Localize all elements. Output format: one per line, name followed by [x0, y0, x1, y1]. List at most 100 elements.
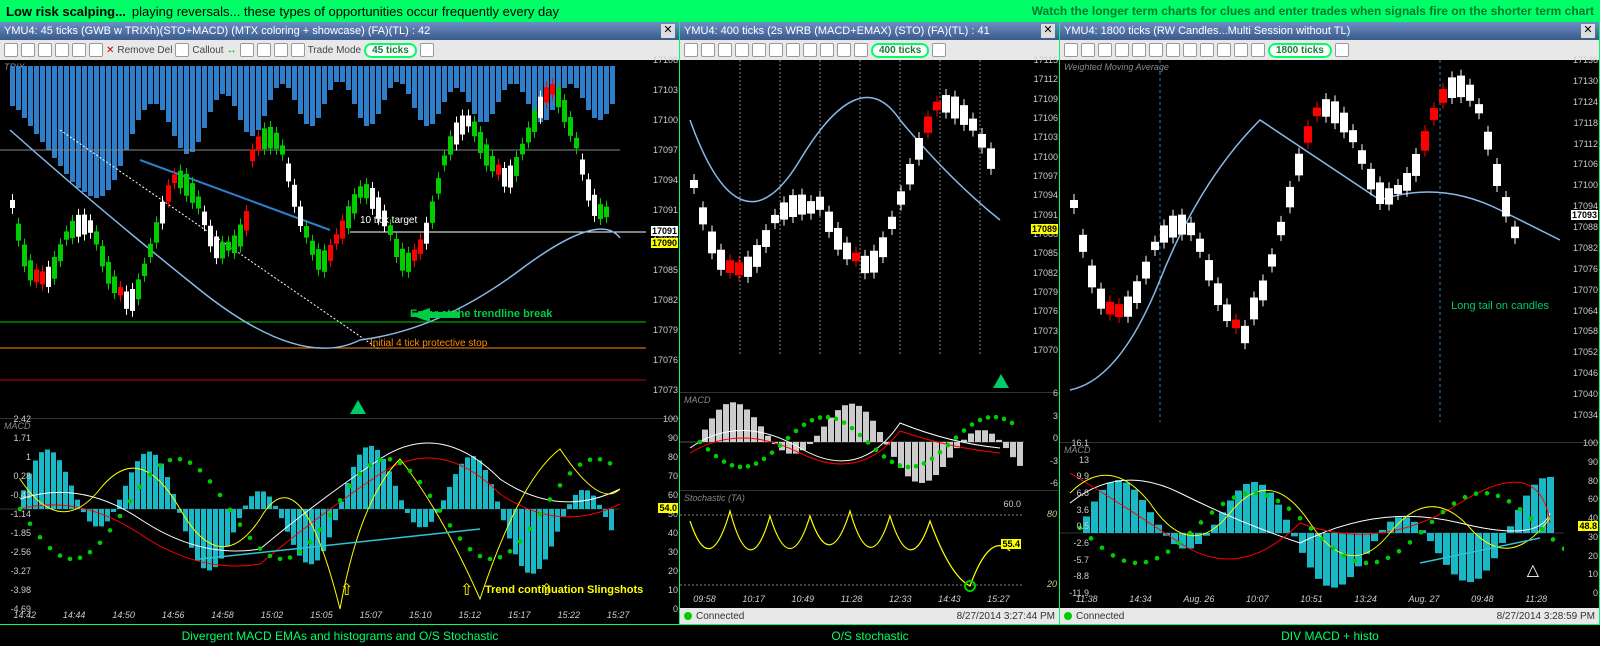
banner-title: Low risk scalping... — [6, 4, 126, 19]
panel-45-ticks: YMU4: 45 ticks (GWB w TRIXh)(STO+MACD) (… — [0, 22, 680, 624]
tool-icon[interactable] — [1115, 43, 1129, 57]
tool-icon[interactable] — [1335, 43, 1349, 57]
status-dot-icon — [684, 612, 692, 620]
panel-1800-ticks: YMU4: 1800 ticks (RW Candles...Multi Ses… — [1060, 22, 1600, 624]
macd-panel-3[interactable]: MACD △ 010203040608090100 -11.9-8.8-5.7-… — [1060, 442, 1599, 608]
panel-400-ticks: YMU4: 400 ticks (2s WRB (MACD+EMAX) (STO… — [680, 22, 1060, 624]
close-icon[interactable]: ✕ — [661, 24, 675, 38]
status-bar-3: Connected 8/27/2014 3:28:59 PM — [1060, 608, 1599, 624]
timestamp-3: 8/27/2014 3:28:59 PM — [1497, 611, 1595, 622]
y-scale-macd-2: -6-3036 — [1024, 393, 1058, 490]
tool-icon[interactable] — [786, 43, 800, 57]
price-svg-3 — [1060, 60, 1564, 422]
tool-icon[interactable] — [4, 43, 18, 57]
tool-icon[interactable] — [735, 43, 749, 57]
price-svg-1 — [0, 60, 646, 398]
tool-icon[interactable] — [1081, 43, 1095, 57]
title-bar-1: YMU4: 45 ticks (GWB w TRIXh)(STO+MACD) (… — [0, 22, 679, 40]
tool-icon[interactable] — [21, 43, 35, 57]
tool-icon[interactable] — [803, 43, 817, 57]
triangle-outline-icon — [1523, 424, 1539, 438]
banner-subtitle: playing reversals... these types of oppo… — [132, 4, 559, 19]
bottom-label-2: O/S stochastic — [680, 625, 1060, 646]
tool-icon[interactable] — [837, 43, 851, 57]
y-scale-3: 1703417040170461705217058170641707017076… — [1564, 60, 1598, 442]
bottom-label-3: DIV MACD + histo — [1060, 625, 1600, 646]
tool-icon[interactable] — [1183, 43, 1197, 57]
x-scale-3: 11:3814:34Aug. 2610:0710:5113:24Aug. 270… — [1060, 594, 1563, 606]
x-scale-2: 09:5810:1710:4911:2812:3314:4315:27 — [680, 594, 1023, 606]
tool-icon[interactable] — [718, 43, 732, 57]
tool-icon[interactable] — [1200, 43, 1214, 57]
tool-icon[interactable] — [1098, 43, 1112, 57]
tool-icon[interactable] — [89, 43, 103, 57]
tool-icon[interactable] — [1217, 43, 1231, 57]
tick-badge-1800[interactable]: 1800 ticks — [1268, 43, 1332, 58]
tick-badge-400[interactable]: 400 ticks — [871, 43, 929, 58]
price-chart-1[interactable]: TRIX — [0, 60, 679, 418]
tool-icon[interactable] — [72, 43, 86, 57]
tool-icon[interactable] — [240, 43, 254, 57]
tool-icon[interactable] — [1234, 43, 1248, 57]
bottom-label-1: Divergent MACD EMAs and histograms and O… — [0, 625, 680, 646]
tool-icon[interactable] — [1064, 43, 1078, 57]
y-scale-macd-1: 0102030405060708090100 — [644, 419, 678, 624]
toolbar-2: 400 ticks — [680, 40, 1059, 60]
status-dot-icon — [1064, 612, 1072, 620]
tool-icon[interactable] — [38, 43, 52, 57]
tool-icon[interactable] — [291, 43, 305, 57]
status-bar-2: Connected 8/27/2014 3:27:44 PM — [680, 608, 1059, 624]
tool-icon[interactable] — [820, 43, 834, 57]
title-bar-2: YMU4: 400 ticks (2s WRB (MACD+EMAX) (STO… — [680, 22, 1059, 40]
price-box-2: 17089 — [1031, 224, 1058, 234]
tool-icon[interactable] — [1132, 43, 1146, 57]
tool-icon[interactable] — [701, 43, 715, 57]
tool-icon[interactable] — [769, 43, 783, 57]
y-scale-macd-3-left: -11.9-8.8-5.7-2.60.53.66.89.91316.1 — [1061, 443, 1089, 608]
tick-badge-45[interactable]: 45 ticks — [364, 43, 417, 58]
tool-icon[interactable] — [55, 43, 69, 57]
arrow-up-icon: ⇧ — [340, 580, 353, 600]
macd-panel-2[interactable]: MACD -6-3036 — [680, 392, 1059, 490]
title-1: YMU4: 45 ticks (GWB w TRIXh)(STO+MACD) (… — [4, 25, 430, 37]
price-chart-2[interactable]: 1707017073170761707917082170851708817091… — [680, 60, 1059, 392]
price-box-3: 17093 — [1571, 210, 1598, 220]
tool-icon[interactable] — [420, 43, 434, 57]
price-chart-3[interactable]: Weighted Moving Average Long tail on can… — [1060, 60, 1599, 442]
tool-icon[interactable] — [854, 43, 868, 57]
callout-btn[interactable]: Callout — [192, 45, 223, 56]
trade-mode-btn[interactable]: Trade Mode — [308, 45, 362, 56]
toolbar-3: 1800 ticks — [1060, 40, 1599, 60]
tool-icon[interactable] — [257, 43, 271, 57]
stoch-panel-2[interactable]: Stochastic (TA) 80 20 60.0 55.4 09:5810:… — [680, 490, 1059, 608]
arrow-outline-icon: △ — [1527, 560, 1539, 580]
tool-icon[interactable] — [1166, 43, 1180, 57]
tool-icon[interactable] — [1251, 43, 1265, 57]
tool-icon[interactable] — [684, 43, 698, 57]
stoch-hl: 55.4 — [1001, 539, 1021, 549]
entry-label: Enter at the trendline break — [410, 308, 552, 320]
long-tail-label: Long tail on candles — [1451, 300, 1549, 312]
stop-label: Initial 4 tick protective stop — [370, 338, 487, 349]
tool-icon[interactable] — [175, 43, 189, 57]
remove-btn[interactable]: Remove Del — [117, 45, 172, 56]
close-icon[interactable]: ✕ — [1581, 24, 1595, 38]
slingshot-label: Trend continuation Slingshots — [485, 584, 643, 596]
tool-icon[interactable] — [274, 43, 288, 57]
x-scale-1: 14:4214:4414:5014:5614:5815:0215:0515:07… — [0, 610, 643, 622]
tool-icon[interactable] — [752, 43, 766, 57]
price-box: 17091 — [651, 226, 678, 236]
stoch-hl: 54.0 — [658, 503, 678, 513]
arrow-up-icon: ⇧ — [460, 580, 473, 600]
connected-2: Connected — [696, 611, 744, 622]
triangle-marker-icon — [350, 400, 366, 414]
title-2: YMU4: 400 ticks (2s WRB (MACD+EMAX) (STO… — [684, 25, 990, 37]
macd-panel-1[interactable]: MACD ⇧ ⇧ ⇧ Trend continuation Slingshots… — [0, 418, 679, 624]
connected-3: Connected — [1076, 611, 1124, 622]
price-box-y: 17090 — [651, 238, 678, 248]
close-icon[interactable]: ✕ — [1041, 24, 1055, 38]
bottom-labels: Divergent MACD EMAs and histograms and O… — [0, 624, 1600, 646]
tool-icon[interactable] — [932, 43, 946, 57]
tool-icon[interactable] — [1149, 43, 1163, 57]
title-bar-3: YMU4: 1800 ticks (RW Candles...Multi Ses… — [1060, 22, 1599, 40]
